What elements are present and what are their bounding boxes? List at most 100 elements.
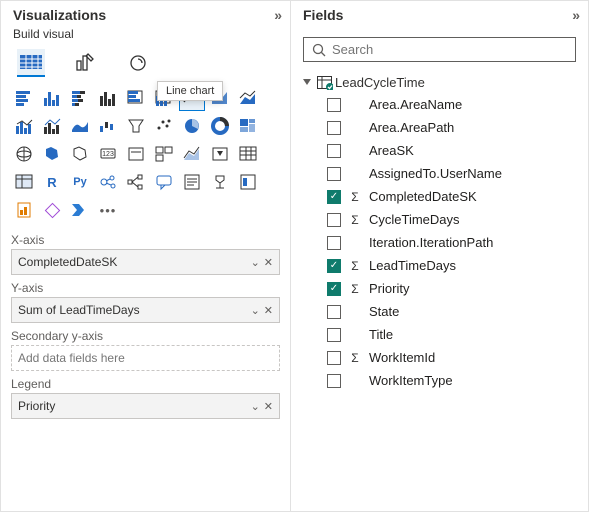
field-checkbox[interactable] bbox=[327, 98, 341, 112]
viz-card-icon[interactable] bbox=[123, 141, 149, 167]
viz-map-icon[interactable] bbox=[11, 141, 37, 167]
well-dropdown-icon[interactable]: ⌄ bbox=[251, 304, 260, 317]
viz-line-stacked-icon[interactable] bbox=[11, 113, 37, 139]
viz-table-icon[interactable] bbox=[235, 141, 261, 167]
field-item[interactable]: ✓ Σ LeadTimeDays bbox=[327, 254, 576, 277]
viz-slicer-icon[interactable] bbox=[207, 141, 233, 167]
field-item[interactable]: Σ AssignedTo.UserName bbox=[327, 162, 576, 185]
viz-paginated-icon[interactable] bbox=[11, 197, 37, 223]
well-secondary-y-axis[interactable]: Add data fields here bbox=[11, 345, 280, 371]
field-item[interactable]: Σ Iteration.IterationPath bbox=[327, 231, 576, 254]
field-item[interactable]: ✓ Σ CompletedDateSK bbox=[327, 185, 576, 208]
viz-ribbon-icon[interactable] bbox=[67, 113, 93, 139]
viz-stacked-area-icon[interactable] bbox=[235, 85, 261, 111]
viz-clustered-col-icon[interactable] bbox=[95, 85, 121, 111]
field-item[interactable]: Σ AreaSK bbox=[327, 139, 576, 162]
field-checkbox[interactable]: ✓ bbox=[327, 259, 341, 273]
viz-subtitle: Build visual bbox=[1, 27, 290, 47]
viz-narrative-icon[interactable] bbox=[179, 169, 205, 195]
field-label: Area.AreaName bbox=[369, 97, 462, 112]
field-item[interactable]: Σ WorkItemId bbox=[327, 346, 576, 369]
collapse-viz-icon[interactable]: » bbox=[274, 7, 280, 23]
field-checkbox[interactable] bbox=[327, 236, 341, 250]
viz-donut-icon[interactable] bbox=[207, 113, 233, 139]
well-remove-icon[interactable]: ✕ bbox=[264, 256, 273, 269]
svg-text:123: 123 bbox=[102, 151, 114, 158]
viz-stacked-col-icon[interactable] bbox=[39, 85, 65, 111]
viz-funnel-icon[interactable] bbox=[123, 113, 149, 139]
well-dropdown-icon[interactable]: ⌄ bbox=[251, 256, 260, 269]
viz-line-clustered-icon[interactable] bbox=[39, 113, 65, 139]
field-checkbox[interactable] bbox=[327, 121, 341, 135]
field-label: Priority bbox=[369, 281, 409, 296]
field-label: AreaSK bbox=[369, 143, 414, 158]
field-item[interactable]: Σ Area.AreaPath bbox=[327, 116, 576, 139]
well-remove-icon[interactable]: ✕ bbox=[264, 400, 273, 413]
field-checkbox[interactable] bbox=[327, 351, 341, 365]
sigma-icon: Σ bbox=[349, 282, 361, 296]
viz-pie-icon[interactable] bbox=[179, 113, 205, 139]
viz-qa-icon[interactable] bbox=[151, 169, 177, 195]
search-box[interactable] bbox=[303, 37, 576, 62]
viz-py-icon[interactable]: Py bbox=[67, 169, 93, 195]
viz-power-apps-icon[interactable] bbox=[39, 197, 65, 223]
search-input[interactable] bbox=[332, 42, 567, 57]
well-label: Secondary y-axis bbox=[11, 329, 280, 343]
well-label: X-axis bbox=[11, 233, 280, 247]
viz-shape-map-icon[interactable] bbox=[67, 141, 93, 167]
viz-key-influencer-icon[interactable] bbox=[95, 169, 121, 195]
field-item[interactable]: Σ WorkItemType bbox=[327, 369, 576, 392]
well-x-axis[interactable]: CompletedDateSK ⌄✕ bbox=[11, 249, 280, 275]
viz-treemap-icon[interactable] bbox=[235, 113, 261, 139]
field-item[interactable]: Σ CycleTimeDays bbox=[327, 208, 576, 231]
well-remove-icon[interactable]: ✕ bbox=[264, 304, 273, 317]
viz-gauge-icon[interactable]: 123 bbox=[95, 141, 121, 167]
format-visual-tab[interactable] bbox=[71, 49, 99, 77]
well-dropdown-icon[interactable]: ⌄ bbox=[251, 400, 260, 413]
well-label: Legend bbox=[11, 377, 280, 391]
field-checkbox[interactable] bbox=[327, 305, 341, 319]
field-checkbox[interactable] bbox=[327, 213, 341, 227]
well-legend[interactable]: Priority ⌄✕ bbox=[11, 393, 280, 419]
well-value: Sum of LeadTimeDays bbox=[18, 303, 140, 317]
collapse-fields-icon[interactable]: » bbox=[572, 7, 578, 23]
viz-area-icon[interactable] bbox=[207, 85, 233, 111]
viz-matrix-icon[interactable] bbox=[11, 169, 37, 195]
viz-scorecard-icon[interactable] bbox=[235, 169, 261, 195]
viz-stacked-bar-icon[interactable] bbox=[11, 85, 37, 111]
field-wells: X-axis CompletedDateSK ⌄✕ Y-axis Sum of … bbox=[1, 223, 290, 419]
viz-power-automate-icon[interactable] bbox=[67, 197, 93, 223]
viz-100-col-icon[interactable] bbox=[151, 85, 177, 111]
viz-scatter-icon[interactable] bbox=[151, 113, 177, 139]
viz-r-icon[interactable]: R bbox=[39, 169, 65, 195]
viz-filled-map-icon[interactable] bbox=[39, 141, 65, 167]
field-label: AssignedTo.UserName bbox=[369, 166, 502, 181]
field-checkbox[interactable] bbox=[327, 328, 341, 342]
viz-kpi-icon[interactable] bbox=[179, 141, 205, 167]
field-checkbox[interactable]: ✓ bbox=[327, 190, 341, 204]
fields-tree: LeadCycleTime Σ Area.AreaName Σ Area.Are… bbox=[291, 70, 588, 394]
viz-clustered-bar-icon[interactable] bbox=[67, 85, 93, 111]
viz-more-icon[interactable]: ••• bbox=[95, 197, 121, 223]
field-checkbox[interactable] bbox=[327, 167, 341, 181]
build-visual-tab[interactable] bbox=[17, 49, 45, 77]
viz-tabs: Line chart bbox=[1, 47, 290, 85]
viz-waterfall-icon[interactable] bbox=[95, 113, 121, 139]
table-node[interactable]: LeadCycleTime bbox=[303, 72, 576, 93]
field-label: State bbox=[369, 304, 399, 319]
field-item[interactable]: Σ State bbox=[327, 300, 576, 323]
field-checkbox[interactable]: ✓ bbox=[327, 282, 341, 296]
viz-multi-card-icon[interactable] bbox=[151, 141, 177, 167]
viz-line-icon[interactable] bbox=[179, 85, 205, 111]
field-item[interactable]: ✓ Σ Priority bbox=[327, 277, 576, 300]
field-checkbox[interactable] bbox=[327, 144, 341, 158]
field-checkbox[interactable] bbox=[327, 374, 341, 388]
field-label: LeadTimeDays bbox=[369, 258, 456, 273]
analytics-tab[interactable] bbox=[125, 49, 153, 77]
well-y-axis[interactable]: Sum of LeadTimeDays ⌄ ✕ bbox=[11, 297, 280, 323]
viz-100-bar-icon[interactable] bbox=[123, 85, 149, 111]
field-item[interactable]: Σ Area.AreaName bbox=[327, 93, 576, 116]
viz-goal-icon[interactable] bbox=[207, 169, 233, 195]
viz-decomp-icon[interactable] bbox=[123, 169, 149, 195]
field-item[interactable]: Σ Title bbox=[327, 323, 576, 346]
